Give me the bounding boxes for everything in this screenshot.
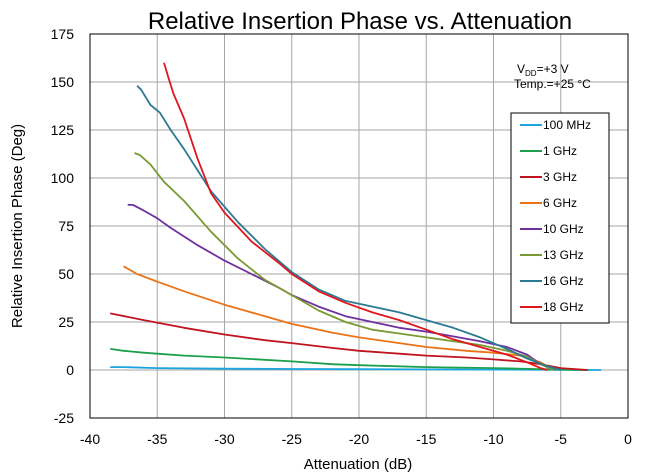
y-tick-label: 125 [51,122,75,138]
plot-area-border [89,33,629,419]
legend-label-3-ghz: 3 GHz [543,170,577,184]
y-tick-label: 100 [51,170,75,186]
series-line-1-ghz [110,348,588,371]
x-tick-label: -15 [416,431,436,447]
legend-label-16-ghz: 16 GHz [543,274,584,288]
x-tick-label: -5 [555,431,568,447]
x-axis-label: Attenuation (dB) [304,456,412,473]
conditions-annotation: VDD=+3 V Temp.=+25 °C [514,62,591,91]
legend [510,112,610,324]
x-tick-label: -40 [80,431,100,447]
y-tick-label: -25 [54,410,74,426]
x-tick-label: -25 [282,431,302,447]
y-tick-label: 50 [58,266,74,282]
x-tick-label: -20 [349,431,369,447]
series-lines [110,62,602,371]
temp-annotation: Temp.=+25 °C [514,77,591,91]
y-tick-label: 150 [51,74,75,90]
legend-label-1-ghz: 1 GHz [543,144,577,158]
y-tick-label: 175 [51,26,75,42]
legend-label-10-ghz: 10 GHz [543,222,584,236]
legend-label-100-mhz: 100 MHz [543,118,591,132]
tick-labels: -40 -35 -30 -25 -20 -15 -10 -5 0 -25 0 25 50 75 100 125… [51,26,632,447]
legend-label-13-ghz: 13 GHz [543,248,584,262]
chart-title: Relative Insertion Phase vs. Attenuation [148,8,572,35]
x-tick-label: -10 [483,431,503,447]
y-tick-label: 0 [66,362,74,378]
y-axis-label: Relative Insertion Phase (Deg) [9,124,26,328]
x-tick-label: -30 [214,431,234,447]
y-tick-label: 25 [58,314,74,330]
series-line-10-ghz [127,203,555,371]
vdd-annotation: VDD=+3 V [517,62,569,78]
legend-label-6-ghz: 6 GHz [543,196,577,210]
series-line-13-ghz [134,152,555,371]
series-line-18-ghz [163,62,548,371]
legend-label-18-ghz: 18 GHz [543,300,584,314]
x-tick-label: -35 [147,431,167,447]
series-line-16-ghz [136,85,562,371]
y-tick-label: 75 [58,218,74,234]
x-tick-label: 0 [624,431,632,447]
legend-entries: 100 MHz 1 GHz 3 GHz 6 GHz 10 GHz 13 GHz 16 GHz… [520,118,591,314]
series-line-6-ghz [123,265,555,371]
